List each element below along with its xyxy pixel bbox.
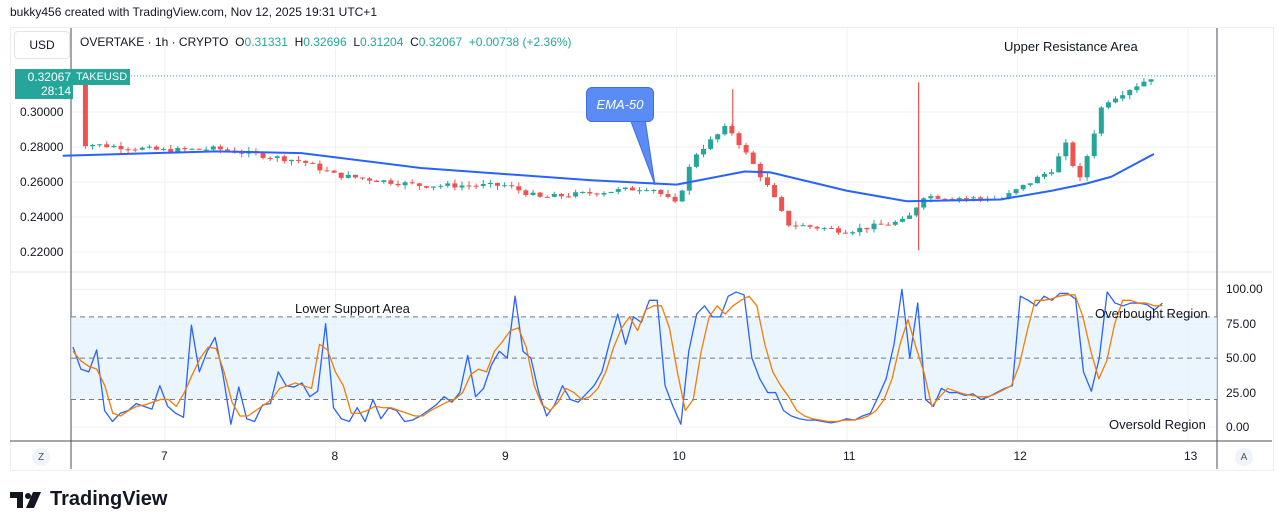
tradingview-logo-icon <box>10 491 41 508</box>
high-value: 0.32696 <box>303 35 347 49</box>
auto-scale-button[interactable]: A <box>1235 448 1253 466</box>
oscillator-tick: 75.00 <box>1226 316 1257 331</box>
time-tick: 11 <box>843 449 856 463</box>
ema-50-callout[interactable]: EMA-50 <box>586 87 654 122</box>
oscillator-tick: 50.00 <box>1226 351 1257 366</box>
bar-countdown: 28:14 <box>40 84 71 98</box>
low-value: 0.31204 <box>360 35 404 49</box>
zoom-button[interactable]: Z <box>32 448 50 466</box>
chart-credit: bukky456 created with TradingView.com, N… <box>10 5 377 19</box>
time-tick: 8 <box>331 449 339 463</box>
time-tick: 13 <box>1184 449 1198 463</box>
time-tick: 10 <box>672 449 686 463</box>
price-tick: 0.30000 <box>20 105 64 119</box>
currency-button[interactable]: USD <box>14 31 70 59</box>
overbought-label: Overbought Region <box>1095 306 1208 321</box>
last-price-tag: 0.32067 28:14 <box>15 69 73 99</box>
price-tick: 0.26000 <box>20 175 64 189</box>
price-tick: 0.24000 <box>20 210 64 224</box>
lower-support-label: Lower Support Area <box>295 301 410 316</box>
symbol-tag: TAKEUSD <box>73 69 131 85</box>
price-tick: 0.28000 <box>20 140 64 154</box>
oversold-label: Oversold Region <box>1109 417 1206 432</box>
last-price: 0.32067 <box>27 70 71 84</box>
time-tick: 9 <box>502 449 509 463</box>
open-value: 0.31331 <box>244 35 288 49</box>
price-tick: 0.22000 <box>20 245 64 259</box>
oscillator-tick: 25.00 <box>1226 385 1257 400</box>
close-value: 0.32067 <box>418 35 463 49</box>
logo-text: TradingView <box>50 488 168 510</box>
time-tick: 12 <box>1013 449 1027 463</box>
oscillator-tick: 0.00 <box>1226 420 1250 434</box>
upper-resistance-label: Upper Resistance Area <box>1004 39 1138 54</box>
symbol-legend: OVERTAKE · 1h · CRYPTO O0.31331 H0.32696… <box>80 35 572 49</box>
time-tick: 7 <box>161 449 168 463</box>
symbol-name: OVERTAKE · 1h · CRYPTO <box>80 35 229 49</box>
tradingview-logo[interactable]: TradingView <box>10 488 167 511</box>
change-value: +0.00738 (+2.36%) <box>468 35 572 49</box>
oscillator-tick: 100.00 <box>1226 282 1263 297</box>
